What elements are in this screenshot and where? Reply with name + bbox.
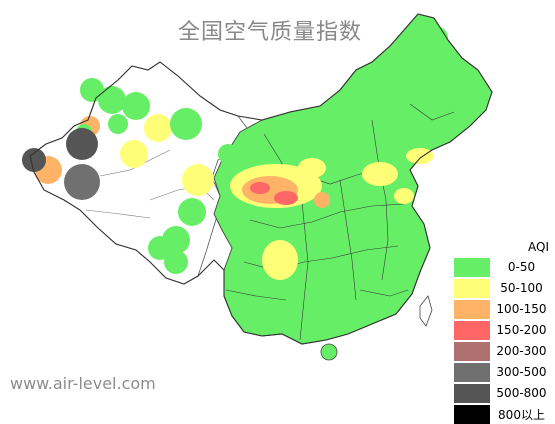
legend-item: 300-500 (454, 361, 553, 382)
legend-item: 800以上 (454, 403, 553, 424)
legend-swatch (454, 404, 490, 424)
legend-swatch (454, 320, 490, 340)
china-aqi-map (22, 13, 493, 361)
legend-label: 150-200 (496, 323, 547, 337)
legend-item: 0-50 (454, 256, 553, 277)
legend-swatch (454, 383, 490, 403)
legend-swatch (454, 362, 490, 382)
legend-item: 150-200 (454, 319, 553, 340)
legend-swatch (454, 278, 490, 298)
site-watermark: www.air-level.com (10, 374, 156, 393)
legend-label: 800以上 (498, 407, 545, 422)
legend-swatch (454, 341, 490, 361)
aqi-blobs (22, 26, 458, 280)
legend-item: 100-150 (454, 298, 553, 319)
legend-swatch (454, 257, 490, 277)
country-outline (29, 13, 493, 345)
map-title: 全国空气质量指数 (177, 20, 362, 45)
legend-label: 300-500 (496, 365, 547, 379)
taiwan-island (419, 295, 433, 327)
legend-item: 50-100 (454, 277, 553, 298)
legend-item: 200-300 (454, 340, 553, 361)
aqi-legend: AQI 0-50 50-100 100-150 150-200 200-300 300-5… (454, 238, 553, 424)
legend-item: 500-800 (454, 382, 553, 403)
legend-label: 50-100 (500, 281, 543, 295)
legend-rows: 0-50 50-100 100-150 150-200 200-300 300-500 50… (454, 256, 553, 424)
hainan-island (320, 343, 338, 361)
legend-label: 200-300 (496, 344, 547, 358)
legend-label: 100-150 (496, 302, 547, 316)
legend-swatch (454, 299, 490, 319)
legend-label: 500-800 (496, 386, 547, 400)
legend-label: 0-50 (507, 260, 536, 274)
legend-title: AQI (528, 240, 549, 254)
